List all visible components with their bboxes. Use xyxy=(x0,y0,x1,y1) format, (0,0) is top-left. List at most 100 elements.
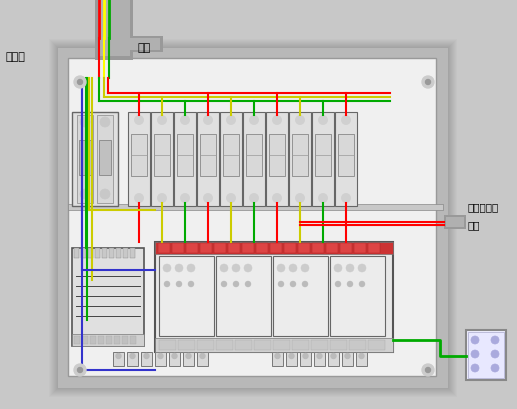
Bar xyxy=(272,352,283,366)
Circle shape xyxy=(244,264,252,272)
Circle shape xyxy=(78,368,83,373)
Circle shape xyxy=(74,76,86,88)
Circle shape xyxy=(164,281,170,287)
Circle shape xyxy=(172,353,177,359)
Bar xyxy=(127,352,138,366)
Circle shape xyxy=(204,115,212,124)
Bar xyxy=(130,248,135,258)
Circle shape xyxy=(130,353,135,359)
Bar xyxy=(368,243,380,253)
Bar xyxy=(159,340,176,350)
Circle shape xyxy=(232,264,240,272)
Circle shape xyxy=(318,193,327,202)
Bar xyxy=(56,46,450,390)
Bar xyxy=(154,134,170,176)
Bar xyxy=(246,134,262,176)
Bar xyxy=(50,40,456,396)
Circle shape xyxy=(226,115,236,124)
Circle shape xyxy=(277,264,285,272)
Bar xyxy=(200,134,216,176)
Circle shape xyxy=(158,115,166,124)
Bar xyxy=(54,44,452,392)
Circle shape xyxy=(158,353,163,359)
Bar xyxy=(114,336,120,344)
Circle shape xyxy=(359,281,365,287)
Circle shape xyxy=(200,353,205,359)
Bar xyxy=(88,248,93,258)
Bar xyxy=(197,340,214,350)
Circle shape xyxy=(296,193,305,202)
Bar xyxy=(95,0,133,60)
Bar xyxy=(113,352,124,366)
Bar xyxy=(292,340,309,350)
Bar xyxy=(338,134,354,176)
Circle shape xyxy=(318,115,327,124)
Bar xyxy=(292,134,308,176)
Bar xyxy=(216,256,271,336)
Bar xyxy=(79,140,91,175)
Bar xyxy=(72,334,144,346)
Circle shape xyxy=(275,353,280,359)
Circle shape xyxy=(250,193,258,202)
Circle shape xyxy=(491,336,499,344)
Bar xyxy=(314,352,325,366)
Bar xyxy=(77,115,93,203)
Bar xyxy=(159,256,214,336)
Bar xyxy=(356,352,367,366)
Bar xyxy=(158,243,170,253)
Circle shape xyxy=(491,364,499,372)
Circle shape xyxy=(116,353,121,359)
Bar xyxy=(98,38,160,50)
Bar xyxy=(328,352,339,366)
Circle shape xyxy=(175,264,183,272)
Bar xyxy=(131,134,147,176)
Bar xyxy=(72,248,144,346)
Circle shape xyxy=(188,281,194,287)
Circle shape xyxy=(342,115,351,124)
Bar xyxy=(57,47,449,389)
Bar xyxy=(200,243,212,253)
Bar xyxy=(55,45,451,391)
Bar xyxy=(444,215,466,229)
Bar xyxy=(177,134,193,176)
Bar xyxy=(116,248,121,258)
Bar xyxy=(51,41,455,395)
Circle shape xyxy=(272,115,281,124)
Circle shape xyxy=(187,264,195,272)
Bar xyxy=(256,243,268,253)
Circle shape xyxy=(221,281,227,287)
Circle shape xyxy=(301,264,309,272)
Circle shape xyxy=(289,353,294,359)
Bar xyxy=(109,248,114,258)
Bar xyxy=(95,36,163,52)
Bar xyxy=(286,352,297,366)
Circle shape xyxy=(471,336,479,344)
Bar xyxy=(197,112,219,206)
Circle shape xyxy=(425,368,431,373)
Circle shape xyxy=(226,193,236,202)
Bar xyxy=(123,248,128,258)
Bar xyxy=(330,340,347,350)
Circle shape xyxy=(158,193,166,202)
Bar xyxy=(312,112,334,206)
Circle shape xyxy=(134,115,144,124)
Bar xyxy=(214,243,226,253)
Bar xyxy=(68,204,443,210)
Bar xyxy=(128,112,150,206)
Circle shape xyxy=(290,281,296,287)
Bar xyxy=(228,243,240,253)
Circle shape xyxy=(289,264,297,272)
Circle shape xyxy=(144,353,149,359)
Circle shape xyxy=(180,193,190,202)
Bar xyxy=(235,340,252,350)
Circle shape xyxy=(134,193,144,202)
Bar xyxy=(49,39,457,397)
Circle shape xyxy=(74,364,86,376)
Bar xyxy=(155,242,393,254)
Circle shape xyxy=(303,353,308,359)
Bar xyxy=(155,242,393,352)
Bar xyxy=(90,336,96,344)
Bar xyxy=(300,352,311,366)
Bar xyxy=(72,112,118,206)
Circle shape xyxy=(358,264,366,272)
